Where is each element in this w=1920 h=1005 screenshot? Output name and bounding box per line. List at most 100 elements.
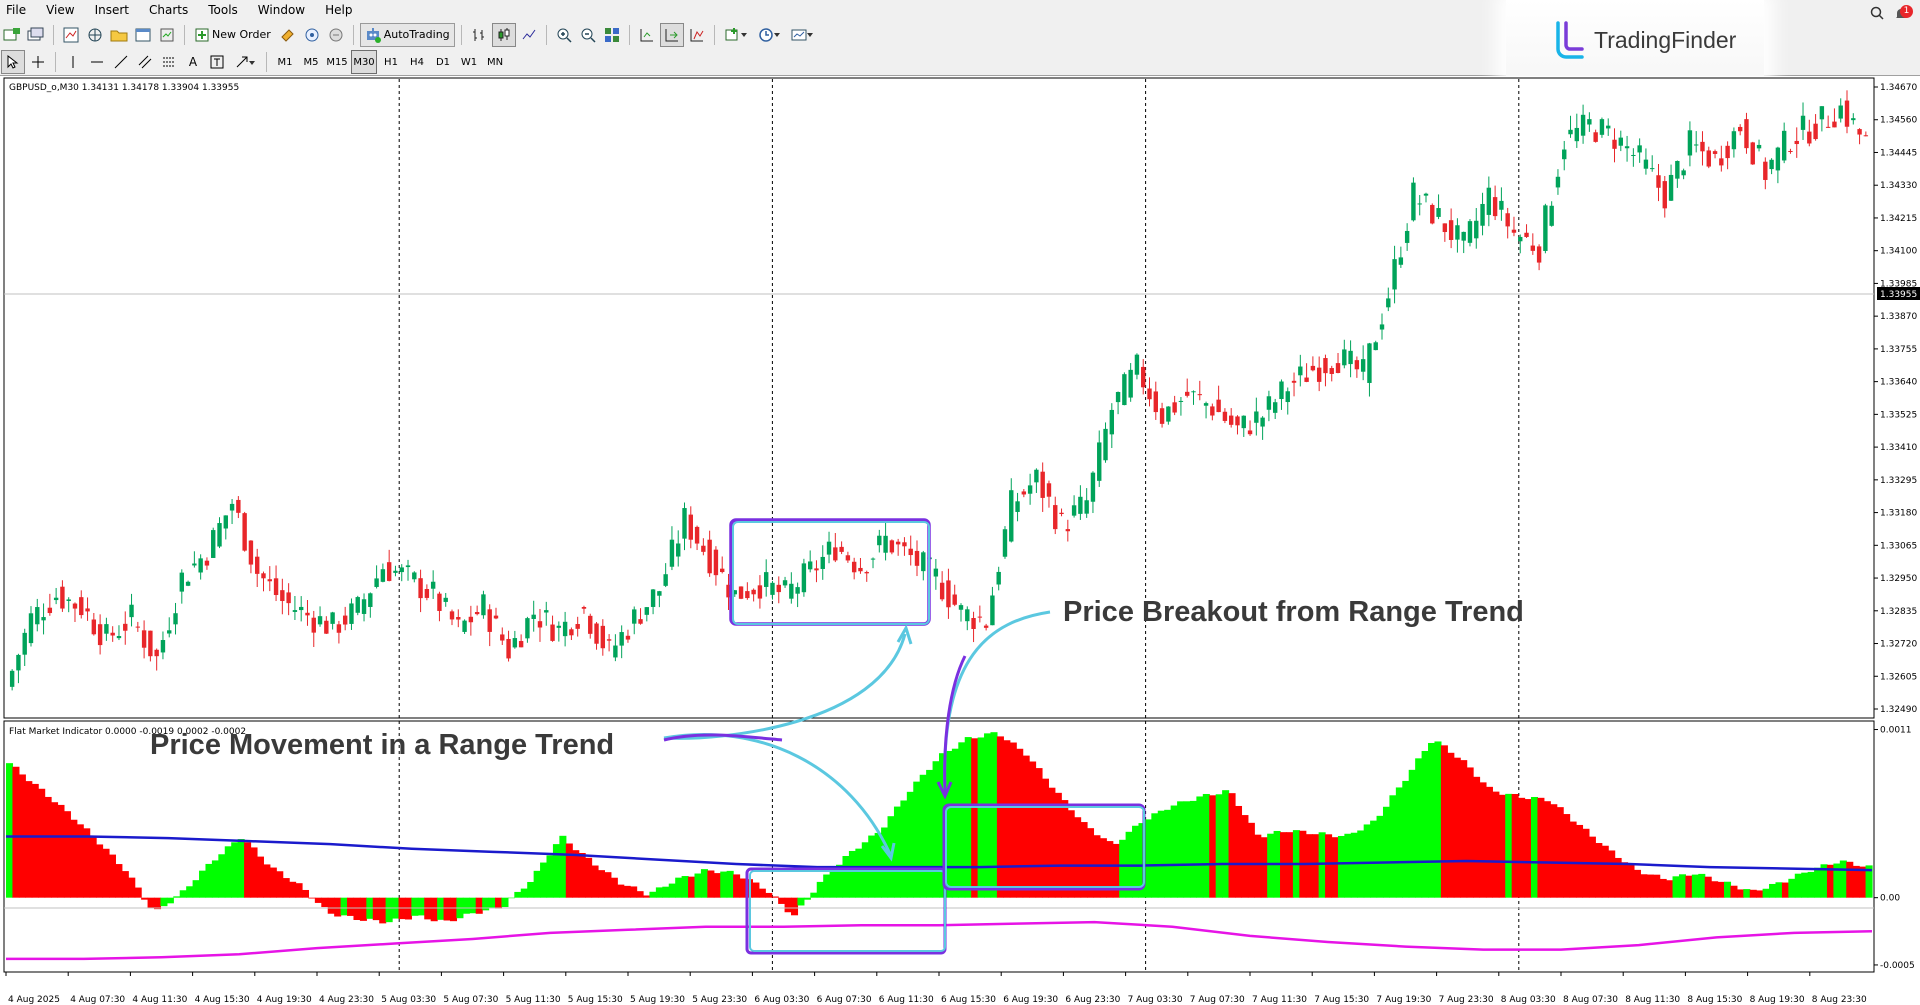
line-chart-icon[interactable] <box>518 24 540 46</box>
menu-help[interactable]: Help <box>325 3 353 17</box>
autoscroll-icon[interactable] <box>659 22 684 47</box>
timeframe-w1[interactable]: W1 <box>460 56 478 68</box>
timeframe-h4[interactable]: H4 <box>410 56 424 68</box>
histogram-bar <box>1035 768 1043 898</box>
histogram-bar <box>1312 834 1320 898</box>
histogram-bar <box>700 869 708 898</box>
bear-candle <box>1763 157 1768 190</box>
tile-windows-icon[interactable] <box>601 24 623 46</box>
bear-candle <box>242 511 247 552</box>
histogram-bar <box>688 876 696 898</box>
terminal-icon[interactable] <box>132 24 154 46</box>
bull-candle <box>1819 106 1825 132</box>
bull-candle <box>1731 127 1737 158</box>
bear-candle <box>638 608 643 625</box>
navigator-icon[interactable] <box>84 24 106 46</box>
timeframe-h1[interactable]: H1 <box>384 56 398 68</box>
notification-icon[interactable]: 1 <box>1894 4 1913 23</box>
histogram-bar <box>1537 797 1545 898</box>
timeframe-mn[interactable]: MN <box>486 56 504 68</box>
menu-tools[interactable]: Tools <box>208 3 238 17</box>
zoom-in-icon[interactable] <box>553 24 575 46</box>
new-order-button[interactable]: New Order <box>191 24 275 46</box>
histogram-bar <box>1267 833 1275 898</box>
bull-candle <box>801 558 807 597</box>
price-tick-label: 1.33525 <box>1880 410 1917 420</box>
timeframe-d1[interactable]: D1 <box>435 56 451 68</box>
fibonacci-icon[interactable] <box>158 51 180 73</box>
chart-shift-icon[interactable] <box>636 24 658 46</box>
menu-insert[interactable]: Insert <box>94 3 129 17</box>
price-pane[interactable] <box>3 77 1875 719</box>
timeframe-m30[interactable]: M30 <box>351 50 377 74</box>
bull-candle <box>632 606 637 635</box>
community-icon[interactable] <box>325 24 347 46</box>
histogram-bar <box>720 871 728 898</box>
periods-dropdown[interactable] <box>754 24 785 46</box>
bear-candle <box>864 570 869 582</box>
metaeditor-icon[interactable] <box>277 24 299 46</box>
bull-candle <box>789 572 794 604</box>
market-watch-icon[interactable] <box>60 24 82 46</box>
histogram-bar <box>1685 875 1693 898</box>
chart-window[interactable]: GBPUSD_o,M30 1.34131 1.34178 1.33904 1.3… <box>0 76 1920 1005</box>
time-tick-label: 7 Aug 19:30 <box>1376 995 1431 1005</box>
folder-icon[interactable] <box>108 24 130 46</box>
search-icon[interactable] <box>1870 6 1884 23</box>
horizontal-line-icon[interactable] <box>86 51 108 73</box>
new-chart-icon[interactable] <box>1 24 23 46</box>
arrows-dropdown[interactable] <box>230 51 260 73</box>
histogram-bar <box>842 856 850 898</box>
histogram-bar <box>147 897 155 909</box>
histogram-bar <box>1305 834 1313 898</box>
histogram-bar <box>449 897 458 922</box>
histogram-bar <box>166 897 174 904</box>
bear-candle <box>1059 508 1064 517</box>
breakout-label: Price Breakout from Range Trend <box>1063 596 1524 628</box>
profiles-icon[interactable] <box>25 24 47 46</box>
indicators-dropdown[interactable] <box>721 24 752 46</box>
grid-chart-icon[interactable] <box>686 24 708 46</box>
crosshair-icon[interactable] <box>27 51 49 73</box>
bear-candle <box>1825 115 1831 128</box>
histogram-bar <box>6 763 14 898</box>
timeframe-m1[interactable]: M1 <box>277 56 293 68</box>
cursor-icon[interactable] <box>1 50 25 74</box>
bear-candle <box>286 583 291 616</box>
timeframe-m15[interactable]: M15 <box>326 56 348 68</box>
bear-candle <box>688 506 693 549</box>
bar-chart-icon[interactable] <box>468 24 490 46</box>
text-label-icon[interactable] <box>206 51 228 73</box>
trendline-icon[interactable] <box>110 51 132 73</box>
bull-candle <box>179 569 185 604</box>
zoom-out-icon[interactable] <box>577 24 599 46</box>
bear-candle <box>72 602 78 622</box>
bull-candle <box>1241 415 1246 437</box>
histogram-bar <box>1807 871 1815 898</box>
bull-candle <box>1543 203 1548 254</box>
bear-candle <box>500 627 505 646</box>
histogram-bar <box>1209 795 1217 898</box>
channel-icon[interactable] <box>134 51 156 73</box>
histogram-bar <box>1460 760 1468 898</box>
menu-view[interactable]: View <box>46 3 75 17</box>
autotrading-button[interactable]: AutoTrading <box>359 22 455 47</box>
vertical-line-icon[interactable] <box>62 51 84 73</box>
bear-candle <box>493 607 499 620</box>
timeframe-m5[interactable]: M5 <box>303 56 319 68</box>
text-icon[interactable]: A <box>188 55 198 69</box>
menu-charts[interactable]: Charts <box>149 3 189 17</box>
tester-icon[interactable] <box>156 24 178 46</box>
menu-window[interactable]: Window <box>257 3 306 17</box>
candlestick-icon[interactable] <box>491 22 516 47</box>
signals-icon[interactable] <box>301 24 323 46</box>
bear-candle <box>1210 403 1215 421</box>
bull-candle <box>217 517 222 549</box>
histogram-bar <box>726 870 734 898</box>
histogram-bar <box>25 781 33 898</box>
menu-file[interactable]: File <box>6 3 27 17</box>
bull-candle <box>1624 135 1630 162</box>
templates-dropdown[interactable] <box>787 24 818 46</box>
period-separators <box>398 79 1520 971</box>
histogram-bar <box>1614 857 1622 898</box>
